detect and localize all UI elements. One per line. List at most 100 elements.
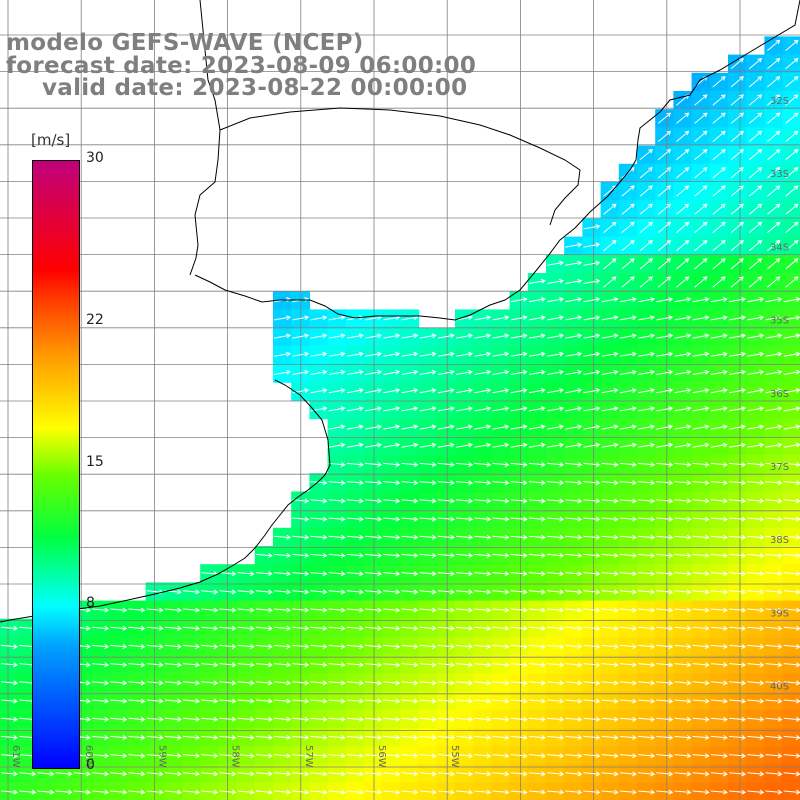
wind-arrow	[419, 680, 437, 686]
wind-arrow	[346, 680, 364, 686]
wind-arrow	[383, 753, 401, 759]
wind-arrow	[383, 333, 401, 339]
wind-arrow	[365, 662, 383, 668]
wind-arrow	[692, 753, 710, 759]
wind-arrow	[201, 716, 219, 722]
wind-arrow	[346, 333, 364, 339]
wind-arrow	[547, 461, 565, 468]
wind-arrow	[92, 698, 110, 704]
wind-arrow	[456, 406, 473, 412]
wind-arrow	[110, 698, 128, 704]
wind-arrow	[765, 461, 783, 468]
wind-arrow	[510, 315, 528, 321]
wind-arrow	[638, 643, 656, 650]
wind-arrow	[657, 130, 672, 142]
wind-arrow	[710, 789, 728, 795]
wind-arrow	[565, 315, 583, 321]
wind-arrow	[510, 625, 528, 631]
wind-arrow	[401, 480, 419, 486]
wind-arrow	[456, 480, 474, 486]
wind-arrow	[492, 643, 510, 650]
wind-arrow	[310, 571, 328, 577]
wind-arrow	[292, 643, 310, 650]
wind-arrow	[747, 388, 765, 394]
wind-arrow	[619, 662, 637, 668]
wind-arrow	[710, 297, 728, 303]
wind-arrow	[674, 534, 692, 540]
wind-arrow	[657, 221, 672, 233]
wind-arrow	[767, 94, 781, 106]
wind-arrow	[747, 442, 765, 448]
wind-arrow	[437, 333, 455, 339]
wind-arrow	[656, 297, 674, 303]
wind-arrow	[474, 789, 492, 795]
wind-arrow	[383, 789, 401, 795]
wind-arrow	[765, 771, 783, 777]
lat-label: 32S	[770, 96, 789, 107]
wind-arrow	[674, 424, 692, 430]
wind-arrow	[601, 442, 619, 448]
wind-arrow	[710, 516, 728, 522]
wind-arrow	[274, 552, 292, 559]
wind-arrow	[528, 480, 546, 486]
wind-arrow	[383, 734, 401, 741]
wind-arrow	[510, 680, 528, 686]
wind-arrow	[419, 571, 437, 577]
wind-arrow	[619, 534, 637, 540]
wind-arrow	[456, 534, 474, 540]
wind-arrow	[365, 388, 382, 394]
wind-arrow	[201, 753, 219, 759]
wind-arrow	[547, 571, 565, 577]
wind-arrow	[510, 789, 528, 795]
wind-arrow	[528, 315, 546, 321]
wind-arrow	[401, 571, 419, 577]
wind-arrow	[565, 643, 583, 650]
wind-arrow	[310, 589, 328, 595]
wind-arrow	[328, 716, 346, 722]
wind-arrow	[492, 753, 510, 759]
wind-arrow	[456, 589, 474, 595]
wind-arrow	[619, 789, 637, 795]
wind-arrow	[638, 388, 655, 394]
wind-arrow	[639, 276, 653, 288]
wind-arrow	[765, 534, 783, 540]
wind-arrow	[748, 221, 763, 233]
wind-arrow	[638, 480, 656, 486]
wind-arrow	[748, 167, 763, 179]
colorbar-tick-label: 30	[86, 150, 104, 166]
wind-arrow	[219, 607, 237, 613]
wind-arrow	[437, 480, 455, 486]
wind-arrow	[748, 94, 763, 106]
wind-arrow	[638, 424, 655, 430]
wind-arrow	[710, 698, 728, 704]
wind-arrow	[1, 753, 19, 759]
wind-arrow	[674, 607, 692, 613]
wind-arrow	[729, 571, 747, 577]
wind-arrow	[365, 716, 383, 722]
wind-arrow	[383, 698, 401, 704]
wind-arrow	[692, 589, 710, 595]
wind-arrow	[456, 607, 474, 613]
wind-arrow	[328, 771, 346, 777]
wind-arrow	[528, 571, 546, 577]
wind-arrow	[674, 297, 692, 303]
wind-arrow	[601, 771, 619, 777]
wind-arrow	[767, 112, 781, 124]
wind-arrow	[164, 789, 182, 795]
wind-arrow	[583, 753, 601, 759]
wind-arrow	[765, 698, 783, 704]
wind-arrow	[164, 643, 182, 650]
wind-arrow	[638, 789, 656, 795]
wind-arrow	[619, 351, 637, 357]
wind-arrow	[274, 589, 292, 595]
wind-arrow	[310, 351, 328, 357]
wind-arrow	[401, 662, 419, 668]
wind-arrow	[656, 589, 674, 595]
wind-arrow	[110, 789, 128, 795]
wind-arrow	[128, 607, 146, 613]
wind-arrow	[164, 607, 182, 613]
wind-arrow	[547, 589, 565, 595]
wind-arrow	[474, 461, 492, 468]
